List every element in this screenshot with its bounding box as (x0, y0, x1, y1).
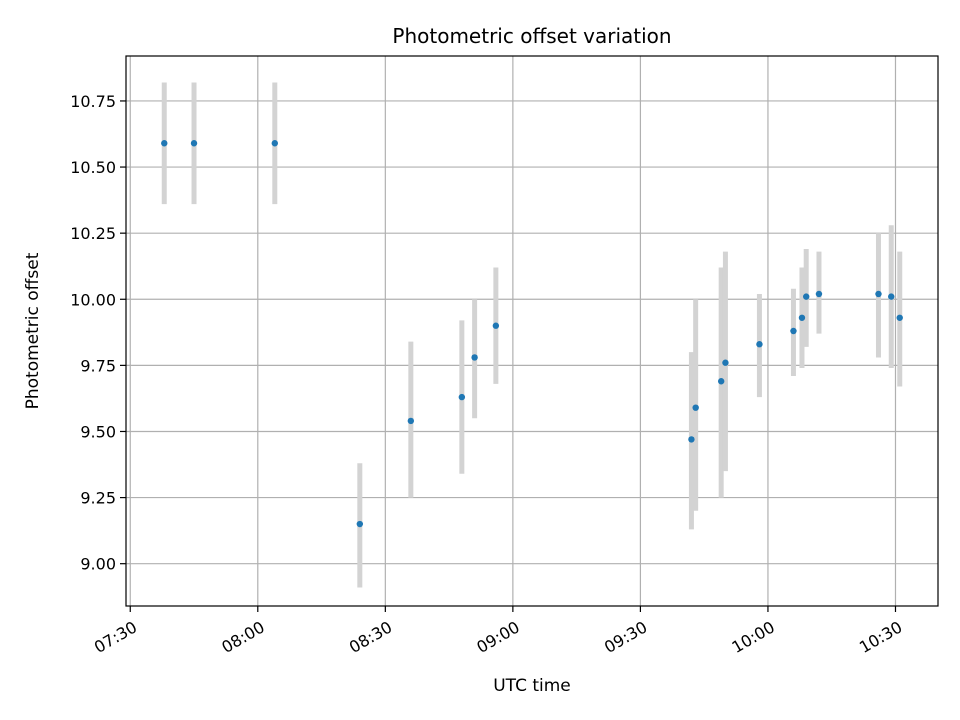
data-point (756, 341, 763, 348)
data-point (458, 393, 466, 401)
data-point (875, 290, 882, 298)
data-point (492, 322, 500, 329)
y-tick-label: 9.75 (80, 356, 116, 375)
chart-title: Photometric offset variation (392, 24, 671, 48)
y-axis-title: Photometric offset (23, 252, 43, 409)
data-point (190, 140, 198, 147)
data-point (688, 436, 695, 443)
y-tick-label: 10.75 (70, 92, 116, 111)
data-point (803, 293, 810, 300)
data-point (356, 520, 364, 528)
point-layer (161, 140, 903, 528)
data-point (888, 293, 895, 300)
data-point (161, 140, 168, 147)
data-point (271, 140, 278, 147)
data-point (692, 404, 699, 411)
x-axis-title: UTC time (493, 676, 571, 696)
data-point (722, 359, 729, 366)
y-tick-label: 9.00 (80, 555, 116, 574)
y-tick-label: 9.25 (80, 489, 116, 508)
data-point (896, 314, 903, 321)
data-point (798, 314, 806, 321)
y-tick-label: 10.50 (70, 158, 116, 177)
data-point (790, 327, 797, 335)
data-point (407, 417, 415, 425)
y-tick-label: 10.25 (70, 224, 116, 243)
data-point (717, 378, 725, 385)
plot-frame (125, 55, 939, 607)
y-tick-label: 9.50 (80, 422, 116, 441)
y-tick-label: 10.00 (70, 290, 116, 309)
data-point (471, 354, 478, 361)
grid-layer (126, 56, 938, 606)
data-point (815, 290, 823, 298)
